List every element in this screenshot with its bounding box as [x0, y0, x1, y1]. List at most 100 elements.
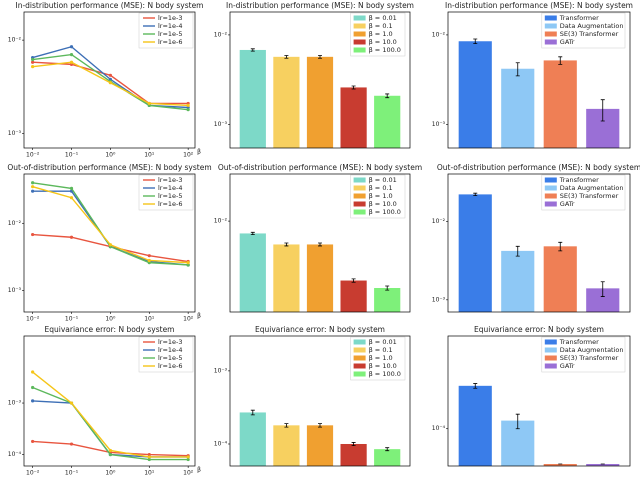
bar: [239, 233, 266, 312]
legend-swatch: [353, 363, 366, 369]
bar: [306, 244, 334, 312]
x-tick-label: 10⁰: [105, 470, 116, 477]
legend-swatch: [353, 193, 366, 199]
legend-label: lr=1e-5: [158, 192, 183, 200]
legend-label: lr=1e-3: [158, 14, 183, 22]
point: [69, 442, 74, 446]
point: [147, 455, 151, 459]
y-tick-label: 10⁻²: [214, 31, 228, 38]
y-tick-label: 10⁻²: [432, 31, 446, 38]
y-tick-label: 10⁻³: [8, 130, 22, 137]
x-tick-label: 10⁻²: [26, 152, 40, 159]
legend-swatch: [353, 23, 366, 29]
plot-frame: [23, 173, 196, 313]
chart-title: In-distribution performance (MSE): N bod…: [16, 1, 204, 10]
bar: [458, 194, 492, 312]
error-bar: [600, 99, 605, 122]
legend-swatch: [353, 209, 366, 215]
legend-label: β = 100.0: [369, 370, 401, 378]
x-axis-label: β: [197, 149, 201, 156]
legend-swatch: [353, 39, 366, 45]
x-tick-label: 10⁻²: [26, 470, 40, 477]
plot-frame: [447, 173, 631, 313]
bar: [586, 288, 620, 312]
legend-label: Data Augmentation: [560, 22, 624, 30]
bar: [458, 385, 492, 466]
series-line: [32, 400, 189, 458]
x-tick-label: 10⁻²: [26, 316, 40, 323]
point: [108, 73, 112, 77]
x-tick-label: 10¹: [144, 152, 155, 159]
error-bar: [250, 231, 255, 235]
legend-label: SE(3) Transformer: [560, 30, 619, 38]
x-tick-label: 10⁻¹: [65, 316, 79, 323]
legend-swatch: [544, 347, 557, 353]
error-bar: [515, 413, 520, 430]
error-bar: [473, 383, 478, 389]
point: [147, 258, 151, 263]
y-tick-label: 10⁻⁴: [432, 425, 446, 432]
legend-swatch: [353, 201, 366, 207]
legend-label: β = 10.0: [369, 200, 397, 208]
legend-label: β = 0.01: [369, 14, 397, 22]
bar: [340, 280, 367, 312]
chart-title: Out-of-distribution performance (MSE): N…: [7, 163, 211, 172]
bar: [273, 425, 300, 466]
point: [186, 455, 190, 459]
error-bar: [318, 55, 322, 59]
legend-label: β = 1.0: [369, 354, 393, 362]
bar: [374, 449, 401, 466]
legend-label: Data Augmentation: [560, 184, 624, 192]
legend-label: GATr: [560, 38, 575, 46]
legend-swatch: [353, 47, 366, 53]
bar: [543, 60, 577, 148]
y-tick-label: 10⁻³: [214, 121, 228, 128]
bar: [374, 288, 401, 312]
legend-label: β = 0.01: [369, 338, 397, 346]
legend-label: β = 10.0: [369, 362, 397, 370]
legend-label: SE(3) Transformer: [560, 192, 619, 200]
point: [147, 457, 151, 462]
legend-label: lr=1e-4: [158, 184, 183, 192]
point: [147, 452, 151, 457]
chart-title: Equivariance error: N body system: [255, 325, 385, 334]
error-bar: [473, 192, 478, 197]
legend-label: lr=1e-6: [158, 200, 183, 208]
point: [31, 189, 35, 193]
legend-label: β = 0.1: [369, 346, 393, 354]
bar: [306, 425, 334, 466]
chart-title: In-distribution performance (MSE): N bod…: [445, 1, 633, 10]
legend-swatch: [353, 15, 366, 21]
y-tick-label: 10⁻²: [8, 220, 22, 227]
legend-swatch: [353, 31, 366, 37]
point: [69, 52, 74, 57]
y-tick-label: 10⁻⁴: [214, 440, 228, 447]
error-bar: [515, 62, 520, 77]
legend-swatch: [544, 15, 557, 21]
point: [147, 101, 151, 106]
x-tick-label: 10⁻¹: [65, 470, 79, 477]
point: [186, 103, 190, 108]
legend-label: β = 100.0: [369, 208, 401, 216]
legend-label: lr=1e-3: [158, 176, 183, 184]
x-tick-label: 10²: [183, 470, 194, 477]
x-tick-label: 10¹: [144, 470, 155, 477]
point: [31, 185, 35, 189]
x-tick-label: 10¹: [144, 316, 155, 323]
x-tick-label: 10²: [183, 316, 194, 323]
y-tick-label: 10⁻²: [214, 218, 228, 225]
error-bar: [600, 281, 605, 297]
point: [147, 254, 151, 258]
legend-label: lr=1e-4: [158, 22, 183, 30]
point: [186, 108, 190, 112]
x-axis-label: β: [197, 313, 201, 320]
legend-swatch: [544, 363, 557, 369]
point: [186, 261, 190, 265]
point: [31, 439, 35, 444]
error-bar: [318, 423, 322, 428]
series-line: [32, 45, 189, 109]
point: [31, 385, 35, 390]
legend-label: lr=1e-4: [158, 346, 183, 354]
legend-swatch: [353, 339, 366, 345]
bar: [501, 68, 535, 148]
